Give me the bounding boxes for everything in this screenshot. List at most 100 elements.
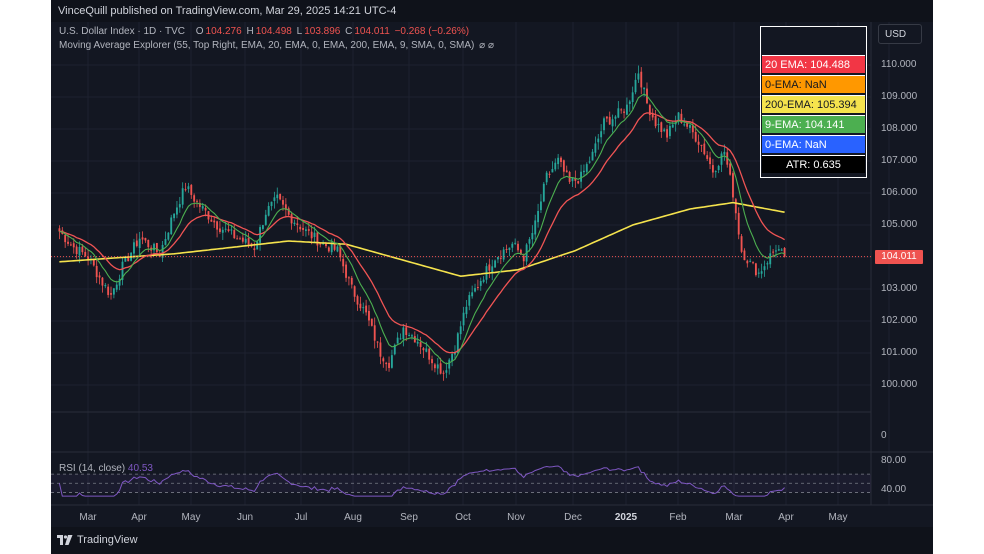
candle-body	[511, 243, 514, 248]
rsi-name: RSI (14, close)	[59, 463, 126, 474]
ema9-line	[59, 93, 785, 365]
candle-body	[233, 230, 236, 239]
candle-body	[711, 165, 714, 173]
candle-body	[775, 250, 777, 252]
candle-body	[155, 242, 158, 253]
candle-body	[316, 232, 319, 246]
candle-body	[534, 220, 537, 235]
candle-body	[611, 119, 614, 127]
candle-body	[181, 188, 184, 205]
candle-body	[580, 171, 583, 182]
candle-body	[84, 251, 87, 257]
candle-body	[743, 250, 746, 261]
time-tick: Apr	[778, 512, 794, 523]
candle-body	[161, 244, 164, 258]
candle-body	[568, 171, 571, 182]
time-tick: Nov	[507, 512, 525, 523]
candle-body	[660, 122, 663, 132]
price-chart[interactable]	[51, 0, 933, 527]
candle-body	[399, 338, 402, 340]
currency-button[interactable]: USD	[878, 24, 922, 44]
candle-body	[683, 124, 686, 126]
price-tick: 103.000	[881, 283, 918, 294]
candle-body	[668, 126, 671, 137]
candle-body	[270, 201, 273, 207]
candle-body	[591, 151, 594, 161]
candle-body	[236, 238, 239, 240]
candle-body	[325, 243, 327, 247]
candle-body	[729, 163, 732, 175]
ma-table-row: 0-EMA: NaN	[762, 75, 865, 93]
footer: TradingView	[51, 527, 933, 554]
candle-body	[574, 178, 577, 181]
candle-body	[608, 116, 611, 125]
candle-body	[465, 306, 468, 315]
candle-body	[488, 264, 491, 271]
candle-body	[422, 348, 425, 351]
candle-body	[58, 228, 61, 232]
candle-body	[307, 229, 310, 231]
candle-body	[118, 278, 121, 286]
candle-body	[454, 352, 456, 355]
candle-body	[101, 277, 104, 286]
candle-body	[597, 138, 600, 143]
indicator-legend[interactable]: Moving Average Explorer (55, Top Right, …	[59, 40, 496, 51]
candle-body	[717, 165, 720, 171]
candle-body	[709, 157, 711, 165]
candle-body	[531, 233, 534, 240]
candle-body	[282, 200, 284, 205]
candle-body	[198, 202, 201, 207]
candle-body	[193, 195, 196, 202]
candle-body	[216, 221, 219, 230]
candle-body	[451, 353, 454, 362]
candle-body	[121, 261, 124, 280]
candle-body	[69, 244, 72, 246]
candle-body	[190, 184, 193, 195]
rsi-tick-40: 40.00	[881, 484, 907, 495]
candle-body	[390, 355, 393, 368]
candle-body	[405, 327, 408, 335]
candle-body	[603, 118, 605, 131]
time-tick: Feb	[669, 512, 687, 523]
time-tick: Mar	[79, 512, 97, 523]
candle-body	[654, 115, 657, 127]
candle-body	[537, 211, 540, 223]
candle-body	[256, 241, 259, 250]
candle-body	[439, 363, 442, 374]
candle-body	[413, 336, 416, 343]
last-price-label: 104.011	[875, 250, 923, 264]
candle-body	[677, 112, 680, 122]
candle-body	[187, 186, 190, 190]
rsi-tick-80: 80.00	[881, 455, 907, 466]
tradingview-logo[interactable]: TradingView	[57, 534, 138, 546]
candle-body	[259, 227, 261, 243]
candle-body	[459, 326, 462, 335]
candle-body	[554, 162, 557, 170]
candle-body	[92, 259, 95, 266]
time-tick: Jul	[294, 512, 308, 523]
rsi-legend[interactable]: RSI (14, close) 40.53	[59, 463, 153, 474]
candle-body	[112, 288, 115, 295]
price-tick: 100.000	[881, 379, 918, 390]
high-value: 104.498	[255, 26, 292, 37]
price-tick: 109.000	[881, 91, 918, 102]
candle-body	[425, 348, 428, 352]
candle-body	[666, 129, 668, 138]
price-tick: 106.000	[881, 187, 918, 198]
candle-body	[508, 247, 511, 250]
indicator-name: Moving Average Explorer (55, Top Right, …	[59, 40, 475, 51]
candle-body	[491, 266, 494, 273]
candle-body	[110, 293, 112, 295]
candle-body	[482, 279, 485, 282]
time-tick: Jun	[236, 512, 254, 523]
candle-body	[290, 214, 293, 224]
visibility-icons[interactable]: ⌀ ⌀	[479, 40, 494, 51]
candle-body	[637, 73, 640, 80]
candle-body	[780, 249, 783, 251]
candle-body	[196, 200, 198, 202]
candle-body	[766, 263, 769, 265]
candle-body	[164, 239, 167, 245]
candle-body	[319, 243, 322, 245]
candle-body	[135, 240, 138, 247]
